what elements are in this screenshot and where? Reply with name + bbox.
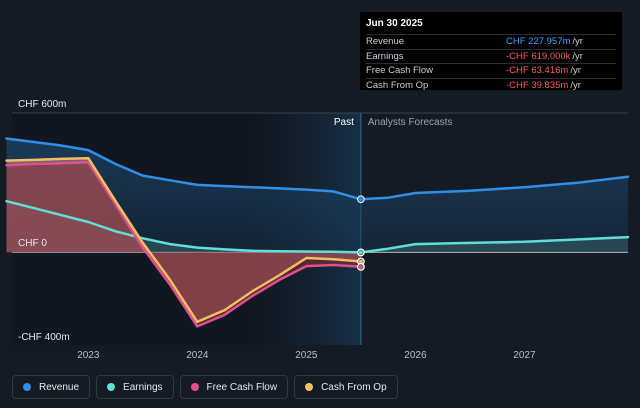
point-fill-cash-from-op-line [358,259,363,264]
tooltip-label: Earnings [366,50,404,62]
x-tick-label: 2026 [404,350,427,361]
revenue-line [5,137,630,201]
tooltip-row-revenue: Revenue CHF 227.957m /yr [366,34,616,49]
cash-from-op-line [5,156,363,324]
legend-item-revenue[interactable]: Revenue [12,375,91,399]
legend-dot-icon [190,383,199,391]
tooltip-row-free-cash-flow: Free Cash Flow -CHF 63.416m /yr [366,63,616,78]
tooltip-value: -CHF 63.416m [506,65,569,76]
tooltip-unit: /yr [572,50,583,62]
legend-item-free-cash-flow[interactable]: Free Cash Flow [179,375,289,399]
forecast-label: Analysts Forecasts [368,117,452,128]
tooltip-value: -CHF 619.000k [506,50,571,62]
revenue-area [6,138,628,253]
point-fill-earnings-line [358,250,363,255]
legend-dot-icon [305,383,314,391]
point-fill-revenue-line [358,197,363,202]
x-tick-label: 2025 [295,350,318,361]
earnings-line [5,199,630,254]
tooltip-row-cash-from-op: Cash From Op -CHF 39.835m /yr [366,77,616,93]
legend-dot-icon [107,383,116,391]
tooltip-row-earnings: Earnings -CHF 619.000k /yr [366,48,616,64]
legend: Revenue Earnings Free Cash Flow Cash Fro… [12,375,398,399]
legend-label: Cash From Op [321,381,387,393]
tooltip: Jun 30 2025 Revenue CHF 227.957m /yr Ear… [360,12,622,93]
legend-item-earnings[interactable]: Earnings [96,375,174,399]
legend-item-cash-from-op[interactable]: Cash From Op [294,375,398,399]
x-tick-label: 2027 [513,350,536,361]
point-fill-free-cash-flow-line [358,264,363,269]
y-label-bottom: -CHF 400m [18,332,70,343]
tooltip-label: Cash From Op [366,79,429,91]
legend-label: Revenue [39,381,80,393]
x-tick-label: 2024 [186,350,209,361]
tooltip-label: Revenue [366,36,405,47]
x-tick-label: 2023 [77,350,100,361]
legend-dot-icon [23,383,31,391]
tooltip-unit: /yr [570,65,581,76]
tooltip-unit: /yr [570,79,581,91]
tooltip-unit: /yr [572,36,583,47]
free-cash-flow-area [6,162,361,327]
tooltip-date: Jun 30 2025 [366,18,423,29]
free-cash-flow-line [5,160,363,328]
legend-label: Free Cash Flow [206,381,278,393]
tooltip-value: CHF 227.957m [506,36,571,47]
past-label: Past [334,117,354,128]
y-label-zero: CHF 0 [18,238,47,249]
tooltip-value: -CHF 39.835m [506,79,569,91]
y-label-top: CHF 600m [18,99,66,110]
tooltip-label: Free Cash Flow [366,65,434,76]
legend-label: Earnings [123,381,163,393]
